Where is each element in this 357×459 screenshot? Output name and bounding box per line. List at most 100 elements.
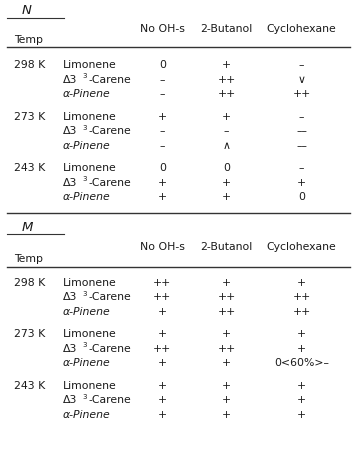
Text: -Carene: -Carene <box>89 343 131 353</box>
Text: +: + <box>158 177 167 187</box>
Text: 0: 0 <box>159 163 166 173</box>
Text: +: + <box>158 329 167 339</box>
Text: +: + <box>222 60 231 70</box>
Text: 3: 3 <box>82 341 87 347</box>
Text: ++: ++ <box>217 306 236 316</box>
Text: ++: ++ <box>292 291 311 302</box>
Text: Limonene: Limonene <box>62 60 116 70</box>
Text: ++: ++ <box>217 343 236 353</box>
Text: 0: 0 <box>298 192 305 202</box>
Text: No OH-s: No OH-s <box>140 242 185 252</box>
Text: 3: 3 <box>82 393 87 399</box>
Text: +: + <box>158 409 167 419</box>
Text: α-Pinene: α-Pinene <box>62 140 110 151</box>
Text: 3: 3 <box>82 73 87 79</box>
Text: α-Pinene: α-Pinene <box>62 358 110 368</box>
Text: 3: 3 <box>82 124 87 130</box>
Text: +: + <box>297 409 306 419</box>
Text: –: – <box>160 126 165 136</box>
Text: 273 K: 273 K <box>14 329 46 339</box>
Text: 2-Butanol: 2-Butanol <box>201 24 253 34</box>
Text: 298 K: 298 K <box>14 277 46 287</box>
Text: Δ3: Δ3 <box>62 394 77 404</box>
Text: 298 K: 298 K <box>14 60 46 70</box>
Text: 3: 3 <box>82 176 87 182</box>
Text: Limonene: Limonene <box>62 112 116 122</box>
Text: +: + <box>158 380 167 390</box>
Text: 273 K: 273 K <box>14 112 46 122</box>
Text: +: + <box>222 409 231 419</box>
Text: N: N <box>21 5 31 17</box>
Text: ++: ++ <box>217 291 236 302</box>
Text: +: + <box>222 277 231 287</box>
Text: +: + <box>158 358 167 368</box>
Text: Δ3: Δ3 <box>62 291 77 302</box>
Text: ∨: ∨ <box>298 74 306 84</box>
Text: 243 K: 243 K <box>14 380 46 390</box>
Text: +: + <box>222 112 231 122</box>
Text: +: + <box>222 394 231 404</box>
Text: 0<60%>–: 0<60%>– <box>274 358 329 368</box>
Text: Limonene: Limonene <box>62 329 116 339</box>
Text: Temp: Temp <box>14 35 43 45</box>
Text: –: – <box>160 140 165 151</box>
Text: -Carene: -Carene <box>89 291 131 302</box>
Text: ++: ++ <box>153 277 172 287</box>
Text: +: + <box>297 177 306 187</box>
Text: 0: 0 <box>223 163 230 173</box>
Text: -Carene: -Carene <box>89 74 131 84</box>
Text: –: – <box>224 126 230 136</box>
Text: ++: ++ <box>217 74 236 84</box>
Text: ++: ++ <box>153 343 172 353</box>
Text: ––: –– <box>296 140 307 151</box>
Text: Limonene: Limonene <box>62 163 116 173</box>
Text: –: – <box>299 60 305 70</box>
Text: α-Pinene: α-Pinene <box>62 192 110 202</box>
Text: ++: ++ <box>292 89 311 99</box>
Text: –: – <box>160 89 165 99</box>
Text: Cyclohexane: Cyclohexane <box>267 242 337 252</box>
Text: +: + <box>222 380 231 390</box>
Text: -Carene: -Carene <box>89 177 131 187</box>
Text: Δ3: Δ3 <box>62 343 77 353</box>
Text: +: + <box>158 306 167 316</box>
Text: –: – <box>299 112 305 122</box>
Text: α-Pinene: α-Pinene <box>62 89 110 99</box>
Text: –: – <box>299 163 305 173</box>
Text: ++: ++ <box>217 89 236 99</box>
Text: 243 K: 243 K <box>14 163 46 173</box>
Text: M: M <box>21 220 33 234</box>
Text: +: + <box>158 192 167 202</box>
Text: –: – <box>160 74 165 84</box>
Text: +: + <box>297 343 306 353</box>
Text: Δ3: Δ3 <box>62 126 77 136</box>
Text: Limonene: Limonene <box>62 380 116 390</box>
Text: ++: ++ <box>292 306 311 316</box>
Text: Cyclohexane: Cyclohexane <box>267 24 337 34</box>
Text: 0: 0 <box>159 60 166 70</box>
Text: +: + <box>222 358 231 368</box>
Text: -Carene: -Carene <box>89 394 131 404</box>
Text: ∧: ∧ <box>223 140 231 151</box>
Text: +: + <box>297 277 306 287</box>
Text: 3: 3 <box>82 290 87 296</box>
Text: +: + <box>297 329 306 339</box>
Text: +: + <box>297 380 306 390</box>
Text: α-Pinene: α-Pinene <box>62 409 110 419</box>
Text: +: + <box>222 177 231 187</box>
Text: +: + <box>297 394 306 404</box>
Text: α-Pinene: α-Pinene <box>62 306 110 316</box>
Text: Δ3: Δ3 <box>62 177 77 187</box>
Text: Temp: Temp <box>14 254 43 264</box>
Text: No OH-s: No OH-s <box>140 24 185 34</box>
Text: -Carene: -Carene <box>89 126 131 136</box>
Text: +: + <box>222 192 231 202</box>
Text: +: + <box>158 394 167 404</box>
Text: +: + <box>222 329 231 339</box>
Text: +: + <box>158 112 167 122</box>
Text: Δ3: Δ3 <box>62 74 77 84</box>
Text: Limonene: Limonene <box>62 277 116 287</box>
Text: ––: –– <box>296 126 307 136</box>
Text: ++: ++ <box>153 291 172 302</box>
Text: 2-Butanol: 2-Butanol <box>201 242 253 252</box>
